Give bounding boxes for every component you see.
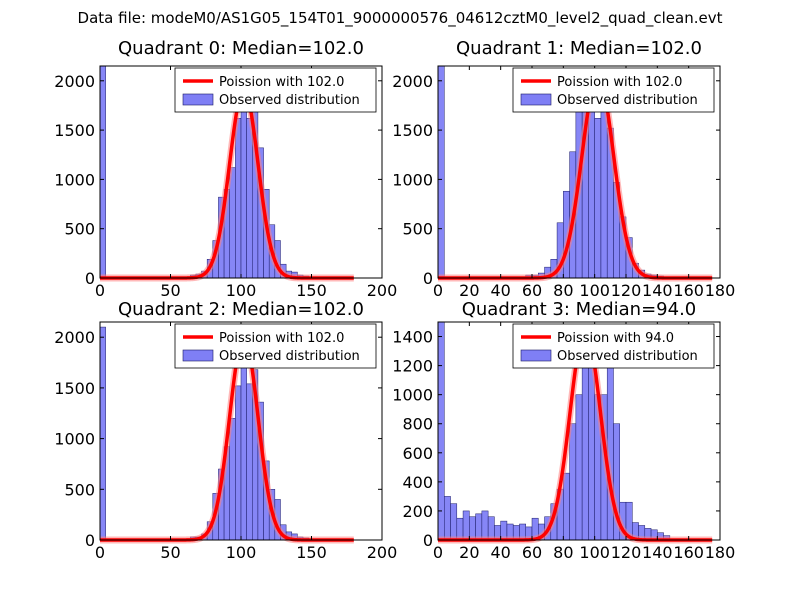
legend-entry-curve: Poission with 102.0 <box>557 75 682 90</box>
x-tick-label: 50 <box>160 543 180 562</box>
histogram-bar <box>575 394 583 541</box>
x-tick-label: 160 <box>673 543 704 562</box>
y-tick-label: 1000 <box>54 430 95 449</box>
legend-bar-swatch <box>520 349 552 362</box>
x-tick-label: 100 <box>579 281 610 300</box>
y-tick-label: 1000 <box>392 170 433 189</box>
x-tick-label: 140 <box>642 543 673 562</box>
y-tick-label: 0 <box>85 269 95 288</box>
histogram-bar <box>569 423 577 541</box>
x-tick-label: 120 <box>611 281 642 300</box>
x-tick-label: 100 <box>226 281 257 300</box>
x-tick-label: 100 <box>579 543 610 562</box>
x-tick-label: 200 <box>367 543 398 562</box>
y-tick-label: 500 <box>64 220 95 239</box>
quadrant-1-panel: Quadrant 1: Median=102.00 20 40 60 80 100 120 1… <box>392 38 735 300</box>
x-tick-label: 60 <box>522 543 542 562</box>
histogram-bar <box>462 510 470 541</box>
x-tick-label: 0 <box>95 543 105 562</box>
x-tick-label: 60 <box>522 281 542 300</box>
x-tick-label: 0 <box>433 543 443 562</box>
x-tick-label: 20 <box>459 281 479 300</box>
y-tick-label: 200 <box>402 502 433 521</box>
y-tick-label: 0 <box>423 269 433 288</box>
y-tick-label: 1000 <box>54 170 95 189</box>
legend-entry-bars: Observed distribution <box>557 93 698 108</box>
histogram-bar <box>437 321 445 541</box>
legend-entry-curve: Poission with 94.0 <box>557 331 674 346</box>
histogram-bar <box>594 118 602 279</box>
legend-entry-bars: Observed distribution <box>219 349 360 364</box>
histogram-bar <box>437 65 445 279</box>
y-tick-label: 500 <box>402 220 433 239</box>
y-tick-label: 400 <box>402 473 433 492</box>
axes-frame <box>437 321 721 541</box>
y-tick-label: 1000 <box>392 386 433 405</box>
x-tick-label: 40 <box>490 281 510 300</box>
legend-entry-bars: Observed distribution <box>219 93 360 108</box>
chart-title: Quadrant 3: Median=94.0 <box>462 299 697 320</box>
histogram-bar <box>99 65 106 279</box>
histogram-bar <box>246 383 253 541</box>
y-tick-label: 600 <box>402 444 433 463</box>
x-tick-label: 100 <box>226 543 257 562</box>
x-tick-label: 150 <box>296 281 327 300</box>
y-tick-label: 1200 <box>392 357 433 376</box>
y-tick-label: 0 <box>85 531 95 550</box>
histogram-bar <box>475 513 483 541</box>
x-tick-label: 120 <box>611 543 642 562</box>
legend-bar-swatch <box>520 93 552 106</box>
x-tick-label: 0 <box>433 281 443 300</box>
legend-entry-curve: Poission with 102.0 <box>219 331 344 346</box>
x-tick-label: 160 <box>673 281 704 300</box>
histogram-bar <box>444 496 451 541</box>
histogram-bar <box>229 167 236 279</box>
y-tick-label: 1500 <box>392 121 433 140</box>
y-tick-label: 1500 <box>54 121 95 140</box>
y-tick-label: 2000 <box>54 72 95 91</box>
x-tick-label: 80 <box>553 281 573 300</box>
histogram-bar <box>235 385 242 541</box>
y-tick-label: 0 <box>423 531 433 550</box>
y-tick-label: 800 <box>402 415 433 434</box>
histogram-bar <box>99 326 106 541</box>
x-tick-label: 80 <box>553 543 573 562</box>
legend-entry-bars: Observed distribution <box>557 349 698 364</box>
quadrant-0-panel: Quadrant 0: Median=102.00 50 100 150 2000500… <box>54 38 397 300</box>
x-tick-label: 20 <box>459 543 479 562</box>
y-tick-label: 2000 <box>54 328 95 347</box>
legend-entry-curve: Poission with 102.0 <box>219 75 344 90</box>
legend-bar-swatch <box>182 93 214 106</box>
histogram-bar <box>563 472 570 541</box>
histogram-bar <box>235 118 242 279</box>
x-tick-label: 50 <box>160 281 180 300</box>
x-tick-label: 180 <box>705 281 736 300</box>
chart-title: Quadrant 0: Median=102.0 <box>118 38 364 59</box>
x-tick-label: 0 <box>95 281 105 300</box>
x-tick-label: 180 <box>705 543 736 562</box>
histogram-bar <box>481 510 489 541</box>
quadrant-2-panel: Quadrant 2: Median=102.00 50 100 150 2000500… <box>54 299 397 562</box>
y-tick-label: 1400 <box>392 328 433 347</box>
legend-bar-swatch <box>182 349 214 362</box>
y-tick-label: 1500 <box>54 379 95 398</box>
axes-frame <box>437 65 721 279</box>
figure-suptitle: Data file: modeM0/AS1G05_154T01_90000005… <box>78 9 723 28</box>
quadrant-3-panel: Quadrant 3: Median=94.00 20 40 60 80 100 120 14… <box>392 299 735 562</box>
x-tick-label: 200 <box>367 281 398 300</box>
chart-title: Quadrant 1: Median=102.0 <box>456 38 702 59</box>
y-tick-label: 2000 <box>392 72 433 91</box>
x-tick-label: 150 <box>296 543 327 562</box>
histogram-bar <box>450 503 458 541</box>
y-tick-label: 500 <box>64 480 95 499</box>
histogram-bar <box>581 358 589 541</box>
histogram-bar <box>246 118 253 279</box>
chart-title: Quadrant 2: Median=102.0 <box>118 299 364 320</box>
x-tick-label: 140 <box>642 281 673 300</box>
x-tick-label: 40 <box>490 543 510 562</box>
